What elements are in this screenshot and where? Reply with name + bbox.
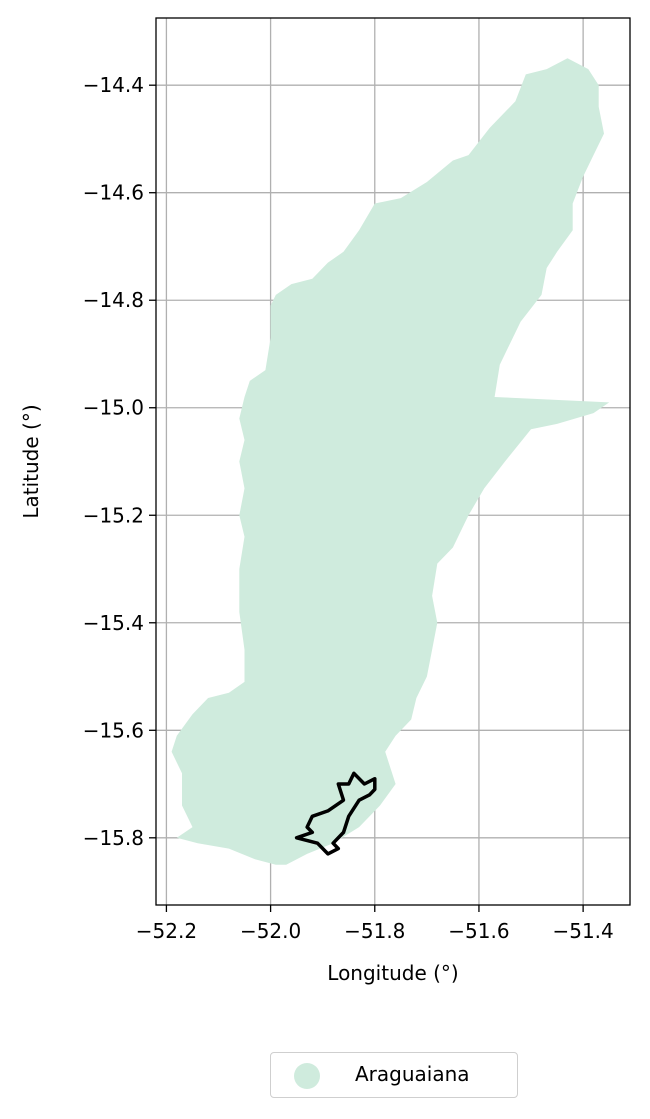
y-tick-label: −14.4 bbox=[83, 73, 144, 97]
map-regions bbox=[171, 58, 610, 865]
y-tick-label: −14.6 bbox=[83, 181, 144, 205]
axis-ticks: −52.2 −52.0 −51.8 −51.6 −51.4 −14.4 −14.6 −14.8… bbox=[83, 73, 614, 943]
legend-marker-araguaiana bbox=[294, 1063, 320, 1089]
x-axis-label: Longitude (°) bbox=[327, 961, 458, 985]
y-tick-label: −15.6 bbox=[83, 718, 144, 742]
x-tick-label: −51.8 bbox=[344, 919, 405, 943]
y-tick-label: −15.2 bbox=[83, 503, 144, 527]
legend-label-araguaiana: Araguaiana bbox=[355, 1062, 470, 1086]
x-tick-label: −52.2 bbox=[136, 919, 197, 943]
map-legend: Araguaiana bbox=[270, 1052, 518, 1098]
y-tick-label: −15.0 bbox=[83, 396, 144, 420]
x-tick-label: −52.0 bbox=[240, 919, 301, 943]
highlighted-area-outline bbox=[294, 771, 377, 856]
x-tick-label: −51.4 bbox=[552, 919, 613, 943]
region-araguaiana bbox=[171, 58, 610, 865]
plot-frame bbox=[155, 17, 631, 906]
y-tick-label: −14.8 bbox=[83, 288, 144, 312]
x-tick-label: −51.6 bbox=[448, 919, 509, 943]
y-axis-label: Latitude (°) bbox=[19, 404, 43, 518]
y-tick-label: −15.8 bbox=[83, 826, 144, 850]
y-tick-label: −15.4 bbox=[83, 611, 144, 635]
